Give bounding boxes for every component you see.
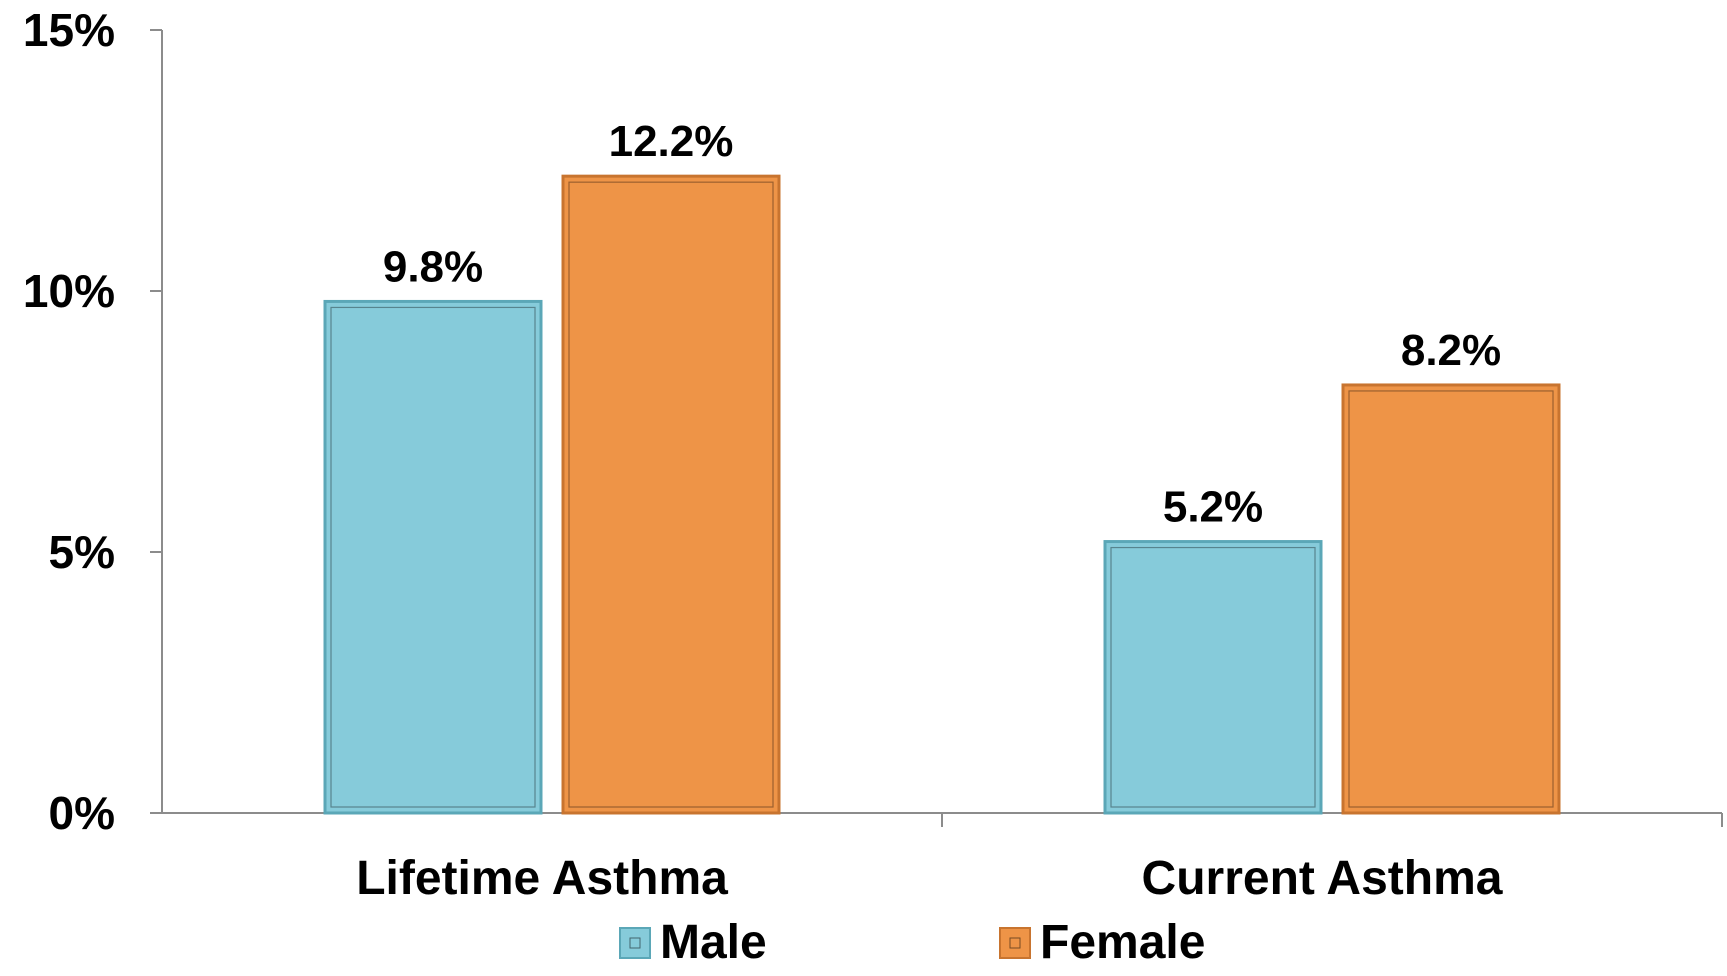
bar-inner-border — [1110, 546, 1316, 808]
bar-male-2 — [1103, 540, 1323, 815]
data-label: 5.2% — [1163, 483, 1263, 532]
bar-female-1 — [561, 174, 781, 815]
bars — [323, 174, 1561, 815]
data-label: 9.8% — [383, 242, 483, 291]
legend-swatch-male — [619, 927, 651, 959]
x-category-label: Current Asthma — [1142, 852, 1503, 905]
legend-label-female: Female — [1040, 916, 1205, 969]
data-label: 8.2% — [1401, 326, 1501, 375]
y-tick-label: 0% — [49, 787, 115, 839]
x-category-label: Lifetime Asthma — [356, 852, 728, 905]
y-tick-label: 10% — [23, 265, 115, 317]
axes: 0% 5% 10% 15% Lifetime Asthma Current Asthma — [23, 4, 1723, 905]
data-label: 12.2% — [609, 117, 734, 166]
bar-male-1 — [323, 299, 543, 815]
y-tick-label: 5% — [49, 526, 115, 578]
bar-inner-border — [568, 181, 774, 808]
bar-inner-border — [1348, 390, 1554, 808]
data-labels: 9.8% 12.2% 5.2% 8.2% — [383, 117, 1501, 531]
legend-swatch-inner — [629, 937, 641, 949]
legend-swatch-female — [999, 927, 1031, 959]
legend-swatch-inner — [1009, 937, 1021, 949]
legend-label-male: Male — [660, 916, 767, 969]
bar-inner-border — [330, 306, 536, 808]
y-tick-label: 15% — [23, 4, 115, 56]
bar-female-2 — [1341, 383, 1561, 815]
legend: Male Female — [619, 916, 1205, 969]
